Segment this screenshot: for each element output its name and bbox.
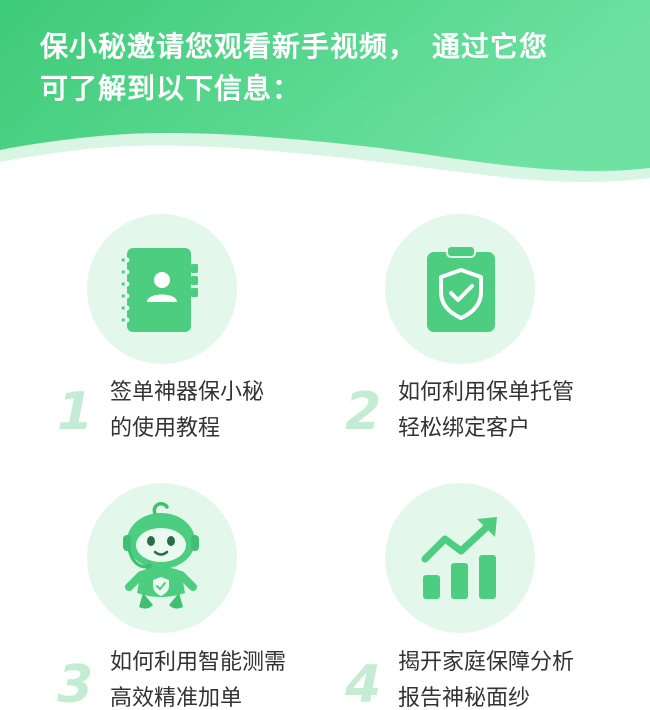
item-number: 1: [57, 382, 94, 442]
growth-chart-icon: [385, 483, 535, 633]
item-description: 签单神器保小秘 的使用教程: [110, 375, 264, 447]
item-number: 4: [345, 655, 382, 710]
item-description: 如何利用保单托管 轻松绑定客户: [398, 375, 574, 447]
item-title-line2: 的使用教程: [110, 416, 221, 441]
feature-item-3[interactable]: 3 如何利用智能测需 高效精准加单: [35, 475, 335, 710]
item-title-line2: 高效精准加单: [110, 686, 243, 710]
item-description: 揭开家庭保障分析 报告神秘面纱: [398, 645, 574, 710]
item-description: 如何利用智能测需 高效精准加单: [110, 645, 286, 710]
item-number: 3: [57, 655, 94, 710]
feature-item-1[interactable]: 1 签单神器保小秘 的使用教程: [35, 210, 335, 442]
item-title-line2: 轻松绑定客户: [398, 416, 531, 441]
feature-item-4[interactable]: 4 揭开家庭保障分析 报告神秘面纱: [325, 475, 625, 710]
header-banner: 保小秘邀请您观看新手视频， 通过它您 可了解到以下信息：: [0, 0, 650, 200]
header-background: [0, 0, 650, 182]
item-title-line2: 报告神秘面纱: [398, 686, 531, 710]
item-title-line1: 如何利用保单托管: [398, 380, 575, 405]
feature-item-2[interactable]: 2 如何利用保单托管 轻松绑定客户: [325, 210, 625, 442]
item-title-line1: 揭开家庭保障分析: [398, 650, 575, 675]
clipboard-shield-icon: [385, 214, 535, 364]
item-title-line1: 如何利用智能测需: [110, 650, 287, 675]
page-title-line2: 可了解到以下信息：: [40, 72, 302, 105]
contact-book-icon: [87, 214, 237, 364]
item-title-line1: 签单神器保小秘: [110, 380, 265, 405]
page-title-line1: 保小秘邀请您观看新手视频， 通过它您: [40, 30, 549, 63]
item-number: 2: [345, 382, 382, 442]
robot-mascot-icon: [87, 483, 237, 633]
page-title: 保小秘邀请您观看新手视频， 通过它您 可了解到以下信息：: [40, 26, 630, 110]
